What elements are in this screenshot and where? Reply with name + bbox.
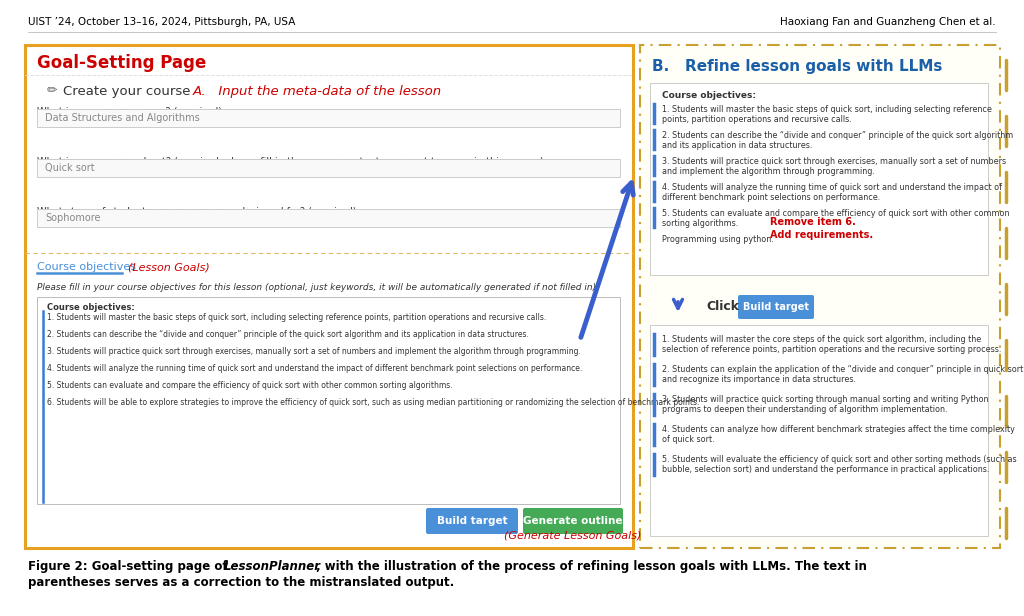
Text: Build target: Build target — [743, 302, 809, 312]
Text: , with the illustration of the process of refining lesson goals with LLMs. The t: , with the illustration of the process o… — [316, 560, 867, 573]
Text: Generate outline: Generate outline — [523, 516, 623, 526]
Text: Goal-Setting Page: Goal-Setting Page — [37, 54, 206, 72]
Text: Course objectives: Course objectives — [37, 262, 136, 272]
Text: Programming using python.: Programming using python. — [662, 235, 774, 244]
Text: Build target: Build target — [436, 516, 507, 526]
Bar — [37, 109, 620, 127]
Bar — [37, 297, 620, 504]
FancyBboxPatch shape — [640, 45, 1000, 548]
Text: 4. Students can analyze how different benchmark strategies affect the time compl: 4. Students can analyze how different be… — [662, 425, 1015, 444]
Text: Click: Click — [706, 301, 739, 314]
Text: 6. Students will be able to explore strategies to improve the efficiency of quic: 6. Students will be able to explore stra… — [47, 398, 699, 407]
FancyBboxPatch shape — [25, 45, 633, 548]
Text: 1. Students will master the basic steps of quick sort, including selecting refer: 1. Students will master the basic steps … — [47, 313, 546, 322]
Text: parentheses serves as a correction to the mistranslated output.: parentheses serves as a correction to th… — [28, 576, 455, 589]
Text: A.   Input the meta-data of the lesson: A. Input the meta-data of the lesson — [193, 84, 442, 97]
Bar — [650, 83, 988, 275]
Text: Sophomore: Sophomore — [45, 213, 100, 223]
Text: 5. Students will evaluate the efficiency of quick sort and other sorting methods: 5. Students will evaluate the efficiency… — [662, 455, 1017, 474]
Text: 5. Students can evaluate and compare the efficiency of quick sort with other com: 5. Students can evaluate and compare the… — [47, 381, 453, 390]
Text: 3. Students will practice quick sort through exercises, manually sort a set of n: 3. Students will practice quick sort thr… — [47, 347, 581, 356]
Text: Add requirements.: Add requirements. — [770, 230, 873, 240]
FancyBboxPatch shape — [426, 508, 518, 534]
Text: 3. Students will practice quick sorting through manual sorting and writing Pytho: 3. Students will practice quick sorting … — [662, 395, 988, 415]
Text: Haoxiang Fan and Guanzheng Chen et al.: Haoxiang Fan and Guanzheng Chen et al. — [780, 17, 996, 27]
Text: 1. Students will master the core steps of the quick sort algorithm, including th: 1. Students will master the core steps o… — [662, 335, 1001, 354]
Text: 1. Students will master the basic steps of quick sort, including selecting refer: 1. Students will master the basic steps … — [662, 105, 992, 124]
Text: B.   Refine lesson goals with LLMs: B. Refine lesson goals with LLMs — [652, 60, 942, 75]
Text: 4. Students will analyze the running time of quick sort and understand the impac: 4. Students will analyze the running tim… — [47, 364, 583, 373]
Text: What stage of students are your courses designed for? (required): What stage of students are your courses … — [37, 207, 356, 217]
Text: Figure 2: Goal-setting page of: Figure 2: Goal-setting page of — [28, 560, 231, 573]
Text: 2. Students can describe the “divide and conquer” principle of the quick sort al: 2. Students can describe the “divide and… — [47, 330, 528, 339]
Text: 2. Students can explain the application of the “divide and conquer” principle in: 2. Students can explain the application … — [662, 365, 1023, 384]
FancyBboxPatch shape — [523, 508, 623, 534]
Text: 4. Students will analyze the running time of quick sort and understand the impac: 4. Students will analyze the running tim… — [662, 183, 1002, 203]
Text: (Lesson Goals): (Lesson Goals) — [128, 262, 210, 272]
Text: What is your course name? (required): What is your course name? (required) — [37, 107, 222, 117]
Text: Remove item 6.: Remove item 6. — [770, 217, 856, 227]
Text: LessonPlanner: LessonPlanner — [224, 560, 321, 573]
Text: ✏: ✏ — [47, 84, 57, 97]
Text: 2. Students can describe the “divide and conquer” principle of the quick sort al: 2. Students can describe the “divide and… — [662, 131, 1014, 150]
FancyBboxPatch shape — [738, 295, 814, 319]
Bar — [37, 159, 620, 177]
Text: 3. Students will practice quick sort through exercises, manually sort a set of n: 3. Students will practice quick sort thr… — [662, 157, 1007, 176]
Text: Course objectives:: Course objectives: — [662, 91, 756, 100]
Text: UIST ’24, October 13–16, 2024, Pittsburgh, PA, USA: UIST ’24, October 13–16, 2024, Pittsburg… — [28, 17, 295, 27]
Text: 5. Students can evaluate and compare the efficiency of quick sort with other com: 5. Students can evaluate and compare the… — [662, 209, 1010, 229]
Text: Course objectives:: Course objectives: — [47, 303, 135, 312]
Text: Quick sort: Quick sort — [45, 163, 94, 173]
Text: Create your course: Create your course — [63, 84, 190, 97]
Bar — [37, 209, 620, 227]
Bar — [650, 325, 988, 536]
Text: What is your course about? (required, please fill in the course content you want: What is your course about? (required, pl… — [37, 157, 544, 167]
Text: Please fill in your course objectives for this lesson (optional, just keywords, : Please fill in your course objectives fo… — [37, 283, 599, 292]
Text: Data Structures and Algorithms: Data Structures and Algorithms — [45, 113, 200, 123]
Text: (Generate Lesson Goals): (Generate Lesson Goals) — [504, 531, 642, 541]
